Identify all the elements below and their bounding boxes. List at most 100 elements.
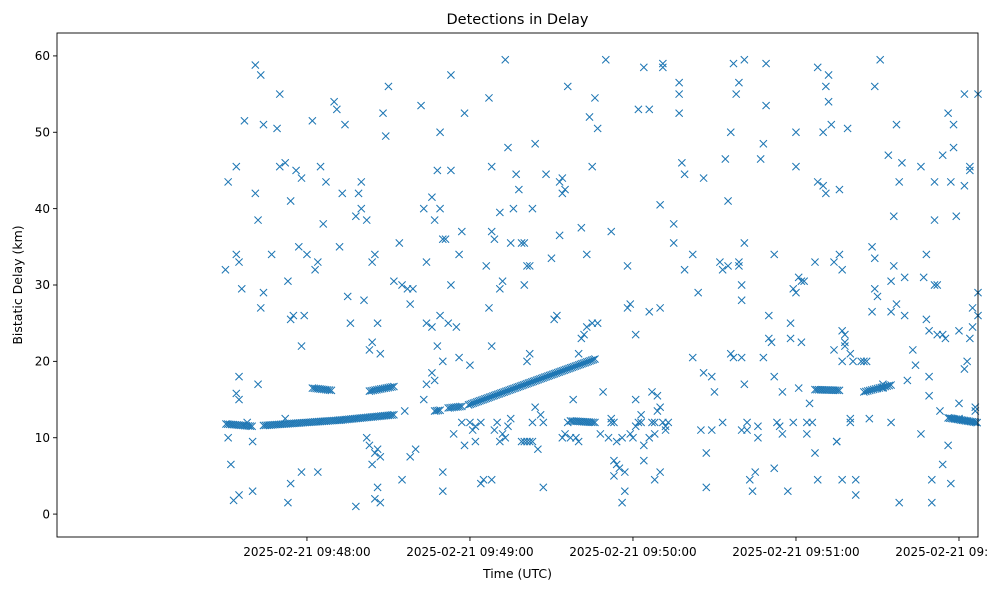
detection-point — [870, 82, 879, 91]
detection-point — [384, 82, 393, 91]
detection-point — [433, 342, 442, 351]
detection-point — [476, 418, 485, 427]
detection-point — [835, 185, 844, 194]
detection-point — [873, 292, 882, 301]
detection-point — [887, 418, 896, 427]
detection-point — [471, 422, 480, 431]
detection-point — [248, 422, 257, 431]
detection-point — [224, 433, 233, 442]
detection-point — [831, 386, 840, 395]
detection-point — [370, 250, 379, 259]
x-tick-label: 2025-02-21 09:49:00 — [406, 545, 533, 559]
detection-point — [506, 239, 515, 247]
detection-point — [743, 426, 752, 435]
detection-point — [436, 406, 445, 415]
detection-point — [811, 449, 819, 457]
detection-point — [281, 414, 290, 423]
detection-point — [908, 345, 917, 354]
detection-point — [599, 387, 608, 396]
detection-point — [680, 265, 689, 274]
detection-point — [718, 418, 727, 427]
detection-point — [830, 258, 838, 267]
detection-point — [792, 162, 800, 171]
detection-point — [892, 300, 901, 309]
detection-point — [590, 355, 599, 364]
detection-point — [927, 498, 936, 507]
detection-point — [360, 296, 368, 305]
detection-point — [552, 311, 561, 320]
detection-point — [596, 429, 605, 438]
detection-point — [626, 300, 635, 309]
detection-point — [859, 357, 868, 366]
detection-point — [648, 418, 656, 427]
detection-point — [870, 254, 879, 263]
y-tick-label: 40 — [35, 202, 50, 216]
detection-point — [232, 250, 241, 259]
detection-point — [555, 177, 564, 186]
detection-point — [259, 120, 268, 129]
detection-point — [960, 365, 969, 373]
detection-point — [465, 361, 474, 370]
detection-point — [495, 208, 504, 217]
detection-point — [702, 483, 711, 492]
detection-point — [539, 418, 548, 427]
detection-point — [637, 410, 646, 419]
detection-point — [952, 415, 961, 424]
detection-point — [789, 284, 798, 293]
detection-point — [748, 487, 757, 496]
detection-point — [368, 460, 377, 469]
detection-point — [669, 239, 678, 247]
detection-point — [865, 414, 874, 423]
detection-point — [408, 284, 417, 293]
detection-point — [370, 494, 379, 503]
detection-point — [398, 475, 407, 484]
detection-point — [833, 386, 842, 395]
detection-point — [895, 498, 904, 507]
detection-point — [778, 387, 787, 396]
detection-point — [297, 174, 306, 183]
detection-point — [900, 311, 909, 320]
detection-point — [734, 261, 743, 270]
detection-point — [332, 105, 341, 114]
detection-point — [607, 227, 616, 236]
detection-point — [707, 372, 716, 381]
detection-point — [574, 349, 583, 358]
detection-point — [916, 162, 925, 171]
detection-point — [368, 258, 377, 267]
detection-point — [308, 116, 317, 125]
detection-point — [400, 407, 409, 415]
detection-point — [927, 475, 936, 484]
detection-point — [588, 162, 597, 171]
detection-point — [558, 174, 567, 183]
detection-point — [960, 416, 969, 425]
detection-point — [490, 235, 499, 244]
detection-point — [778, 429, 787, 438]
detection-point — [235, 491, 243, 499]
detection-point — [960, 181, 969, 190]
detection-point — [589, 355, 598, 364]
detection-point — [373, 483, 382, 492]
detection-point — [370, 449, 379, 457]
detection-point — [650, 418, 659, 427]
detection-point — [436, 204, 445, 213]
detection-point — [495, 284, 504, 293]
detection-point — [740, 55, 749, 64]
detection-point — [884, 151, 893, 160]
detection-point — [628, 433, 637, 442]
detection-point — [775, 422, 784, 431]
detection-point — [762, 101, 771, 110]
detection-point — [963, 357, 972, 366]
detection-point — [330, 97, 339, 106]
detection-point — [707, 426, 716, 435]
detection-point — [417, 101, 426, 110]
detection-point — [300, 311, 309, 320]
x-axis: 2025-02-21 09:48:00 2025-02-21 09:49:00 20… — [243, 537, 989, 559]
detection-point — [335, 242, 344, 251]
detection-point — [846, 414, 855, 423]
detection-point — [933, 281, 942, 289]
detection-point — [577, 334, 586, 343]
detection-point — [664, 418, 673, 427]
detection-point — [734, 258, 743, 267]
detection-point — [851, 491, 860, 499]
detection-point — [609, 471, 618, 480]
